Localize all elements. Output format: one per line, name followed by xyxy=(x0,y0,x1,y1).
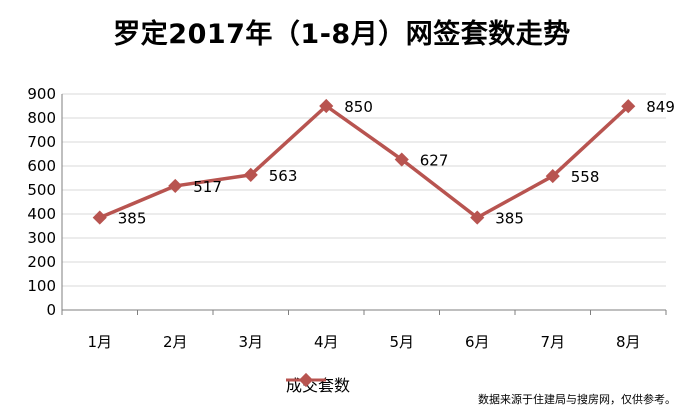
data-point-3 xyxy=(243,167,258,182)
y-tick-600: 600 xyxy=(27,157,56,175)
y-tick-200: 200 xyxy=(27,253,56,271)
x-tick-labels: 1月 2月 3月 4月 5月 6月 7月 8月 xyxy=(87,333,640,351)
legend: 成交套数 xyxy=(286,372,350,396)
y-tick-100: 100 xyxy=(27,277,56,295)
data-label-5: 627 xyxy=(420,152,449,170)
x-tick-3: 3月 xyxy=(238,333,263,351)
gridlines xyxy=(62,93,666,311)
y-tick-900: 900 xyxy=(27,85,56,103)
data-label-3: 563 xyxy=(269,167,298,185)
chart-title: 罗定2017年（1-8月）网签套数走势 xyxy=(113,19,571,50)
x-tick-2: 2月 xyxy=(163,333,188,351)
data-point-1 xyxy=(92,210,107,225)
y-tick-labels: 0 100 200 300 400 500 600 700 800 900 xyxy=(27,85,56,319)
data-point-7 xyxy=(545,169,560,184)
series-line-0 xyxy=(99,104,630,220)
x-tick-1: 1月 xyxy=(87,333,112,351)
data-label-4: 850 xyxy=(344,98,373,116)
x-tick-6: 6月 xyxy=(465,333,490,351)
x-tick-7: 7月 xyxy=(540,333,565,351)
data-label-8: 849 xyxy=(646,98,675,116)
data-labels: 385 517 563 850 627 385 558 849 xyxy=(118,98,675,228)
x-tick-5: 5月 xyxy=(389,333,414,351)
data-point-8 xyxy=(621,99,636,114)
data-label-6: 385 xyxy=(495,210,524,228)
data-label-7: 558 xyxy=(571,168,600,186)
data-point-6 xyxy=(470,210,485,225)
y-tick-300: 300 xyxy=(27,229,56,247)
series-line xyxy=(99,104,630,220)
y-tick-0: 0 xyxy=(46,301,56,319)
y-tick-500: 500 xyxy=(27,181,56,199)
source-note: 数据来源于住建局与搜房网，仅供参考。 xyxy=(478,393,676,406)
legend-line-marker xyxy=(286,372,326,388)
data-point-2 xyxy=(168,178,183,193)
data-label-2: 517 xyxy=(193,178,222,196)
data-point-5 xyxy=(394,152,409,167)
data-point-4 xyxy=(319,98,334,114)
axes xyxy=(61,94,667,315)
y-tick-400: 400 xyxy=(27,205,56,223)
y-tick-700: 700 xyxy=(27,133,56,151)
y-tick-800: 800 xyxy=(27,109,56,127)
x-tick-4: 4月 xyxy=(314,333,339,351)
x-tick-8: 8月 xyxy=(616,333,641,351)
data-label-1: 385 xyxy=(118,210,147,228)
